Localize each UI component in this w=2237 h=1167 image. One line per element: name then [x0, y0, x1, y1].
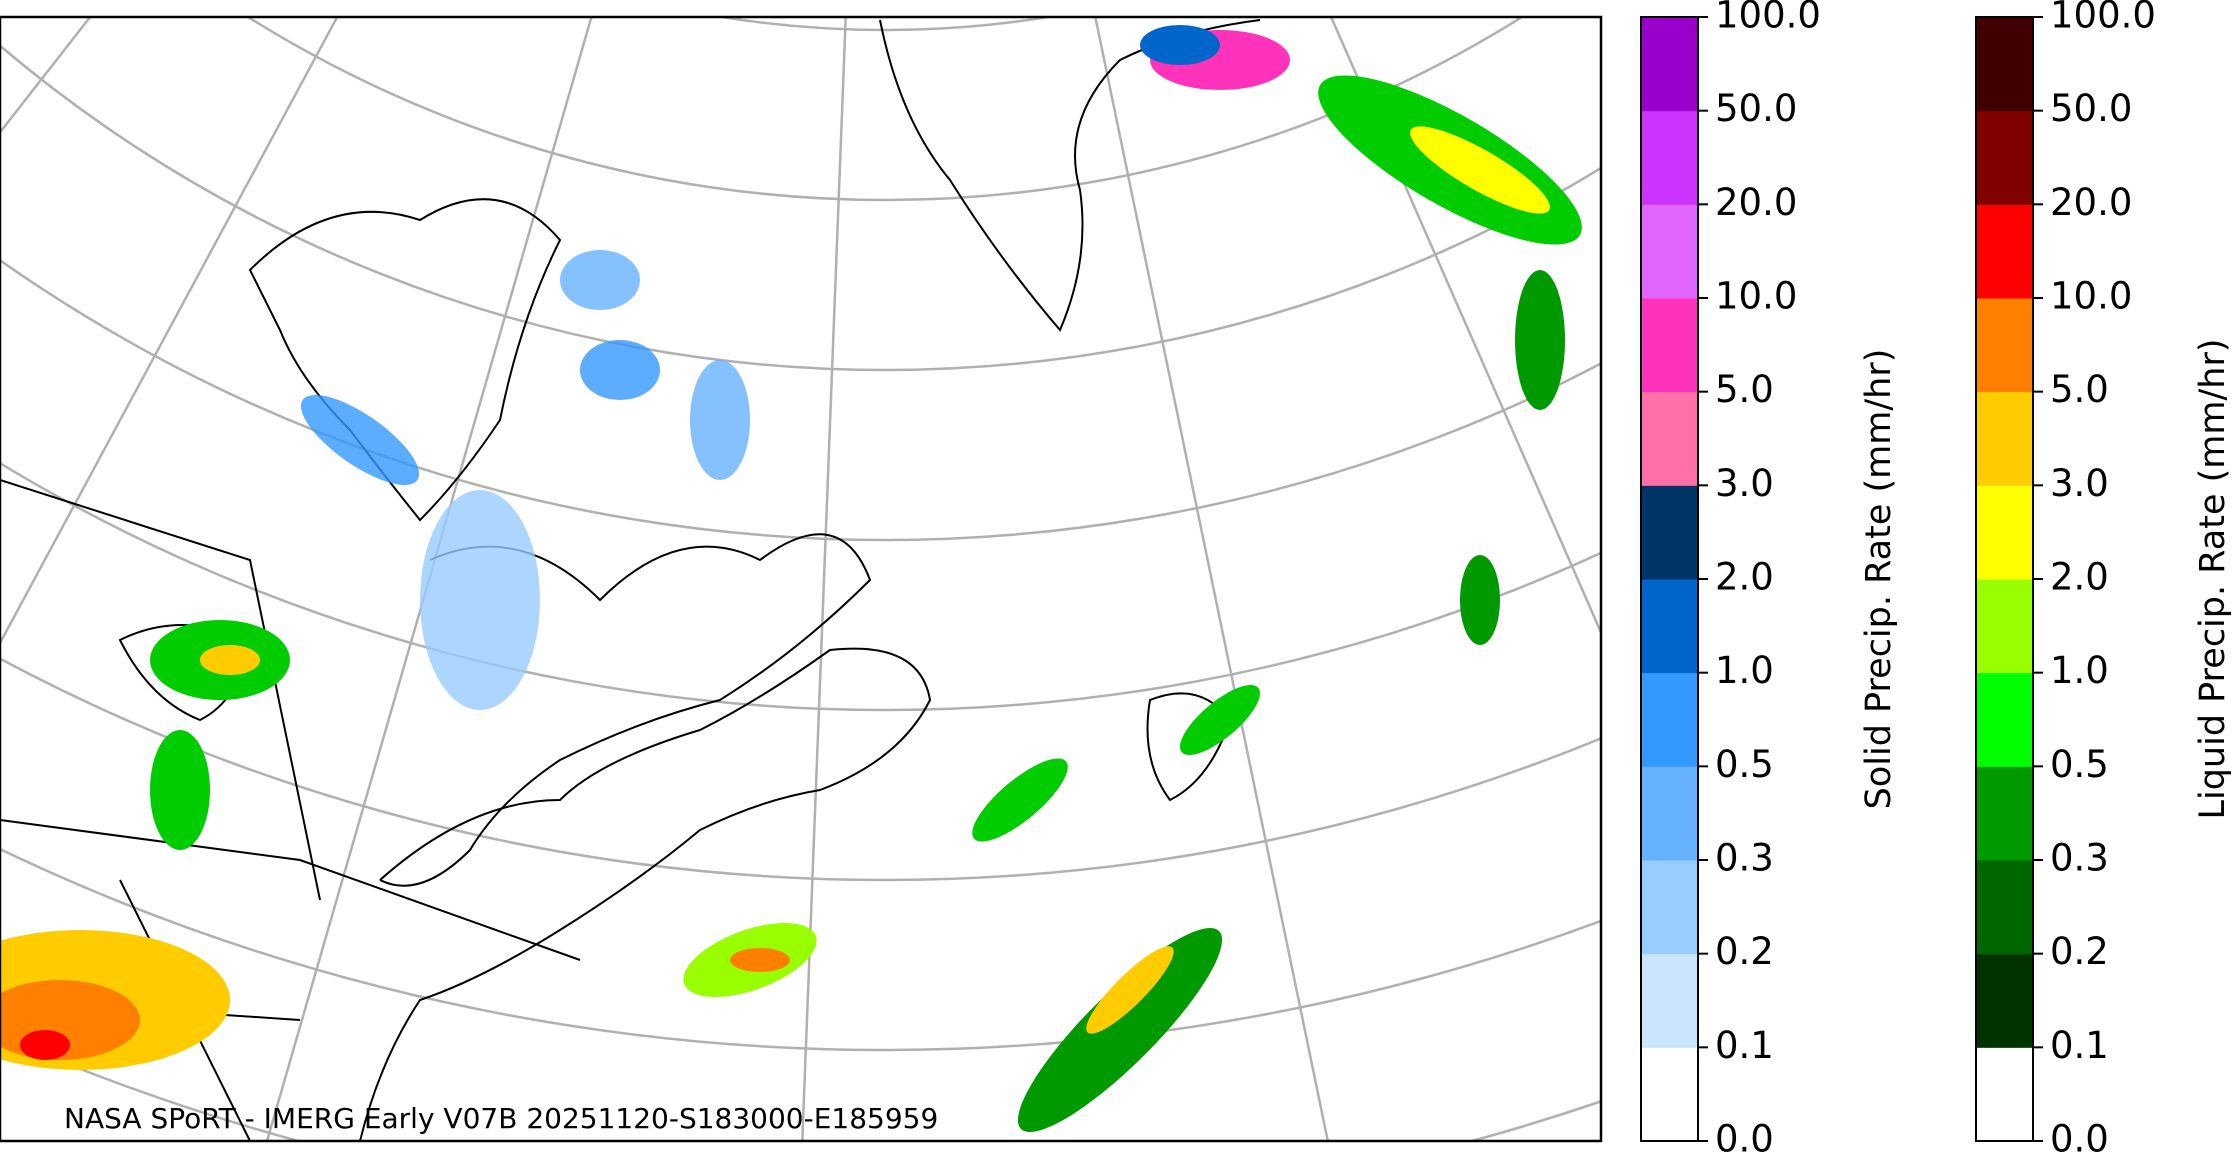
colorbar-segment: [1976, 391, 2033, 486]
colorbar-tick-label: 10.0: [2050, 275, 2132, 318]
colorbar-segment: [1976, 860, 2033, 955]
colorbar-tick-label: 1.0: [1715, 649, 1774, 692]
colorbar-segment: [1976, 17, 2033, 112]
colorbar-tick-label: 2.0: [1715, 556, 1774, 599]
colorbar: 0.0 0.1 0.2 0.3 0.5 1.0 2.0 3.0 5.0 10.0 20.0 50.0 1…: [1975, 0, 2233, 1161]
colorbar-segment: [1641, 766, 1698, 861]
colorbar-tick-label: 100.0: [2050, 0, 2156, 37]
colorbar-segment: [1976, 204, 2033, 299]
colorbar-tick-label: 5.0: [2050, 368, 2109, 411]
colorbar-segment: [1641, 17, 1698, 112]
colorbar-segment: [1976, 672, 2033, 767]
colorbar-segment: [1976, 110, 2033, 205]
colorbar-segment: [1976, 1047, 2033, 1142]
colorbar-segment: [1976, 298, 2033, 393]
colorbar-tick-label: 0.3: [2050, 837, 2109, 880]
colorbar-tick-label: 0.0: [1715, 1118, 1774, 1161]
colorbar-tick-label: 5.0: [1715, 368, 1774, 411]
colorbar-tick-label: 2.0: [2050, 556, 2109, 599]
colorbar-segment: [1976, 485, 2033, 580]
colorbar-segment: [1641, 1047, 1698, 1142]
colorbar-segment: [1641, 110, 1698, 205]
colorbar-tick-label: 100.0: [1715, 0, 1821, 37]
map-frame: [0, 15, 1603, 1143]
colorbar-tick-label: 0.1: [1715, 1024, 1774, 1067]
colorbar-tick-label: 20.0: [1715, 181, 1797, 224]
colorbar-tick-label: 0.5: [1715, 743, 1774, 786]
colorbar-segment: [1976, 953, 2033, 1048]
colorbar-tick-label: 3.0: [2050, 462, 2109, 505]
map-caption: NASA SPoRT - IMERG Early V07B 20251120-S…: [64, 1102, 938, 1135]
colorbar-segment: [1641, 298, 1698, 393]
colorbar-tick-label: 0.2: [1715, 930, 1774, 973]
colorbar-tick-label: 0.1: [2050, 1024, 2109, 1067]
colorbar-segment: [1641, 953, 1698, 1048]
colorbar-tick-label: 0.0: [2050, 1118, 2109, 1161]
colorbar-tick-label: 50.0: [1715, 87, 1797, 130]
colorbar-segment: [1641, 391, 1698, 486]
colorbar-segment: [1641, 672, 1698, 767]
colorbar-tick-label: 0.3: [1715, 837, 1774, 880]
colorbar-tick-label: 0.2: [2050, 930, 2109, 973]
colorbar-tick-label: 50.0: [2050, 87, 2132, 130]
colorbar-tick-label: 20.0: [2050, 181, 2132, 224]
colorbar-label: Liquid Precip. Rate (mm/hr): [2193, 338, 2233, 819]
colorbar-tick-label: 3.0: [1715, 462, 1774, 505]
colorbar-segment: [1641, 204, 1698, 299]
colorbar-label: Solid Precip. Rate (mm/hr): [1859, 349, 1899, 810]
colorbar: 0.0 0.1 0.2 0.3 0.5 1.0 2.0 3.0 5.0 10.0 20.0 50.0 1…: [1640, 0, 1899, 1161]
colorbar-segment: [1976, 766, 2033, 861]
colorbar-segment: [1641, 485, 1698, 580]
colorbar-segment: [1641, 579, 1698, 674]
colorbar-tick-label: 0.5: [2050, 743, 2109, 786]
colorbar-segment: [1641, 860, 1698, 955]
colorbar-tick-label: 1.0: [2050, 649, 2109, 692]
coastlines: [0, 19, 1261, 1141]
colorbar-tick-label: 10.0: [1715, 275, 1797, 318]
colorbar-segment: [1976, 579, 2033, 674]
precipitation: [0, 25, 1582, 1133]
